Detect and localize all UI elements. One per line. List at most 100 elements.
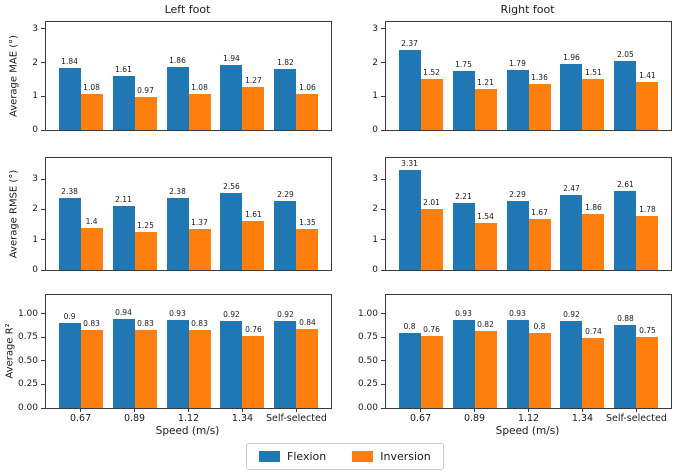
- bar-inversion: [242, 336, 265, 408]
- x-axis-label-right: Speed (m/s): [495, 425, 560, 437]
- x-tick-mark: [80, 408, 82, 412]
- x-tick-label: 1.12: [517, 413, 540, 424]
- bar-inversion: [528, 219, 551, 270]
- bar-flexion: [560, 195, 583, 270]
- x-tick-mark: [474, 408, 476, 412]
- bar-value-label: 2.38: [61, 186, 78, 196]
- y-tick-label: 1.00: [17, 308, 38, 319]
- bar-value-label: 1.27: [245, 76, 262, 86]
- bar-flexion: [58, 323, 81, 408]
- bar-value-label: 1.51: [585, 68, 602, 78]
- y-tick-mark: [41, 178, 45, 180]
- bar-value-label: 1.86: [585, 202, 602, 212]
- bar-flexion: [166, 197, 189, 270]
- bar-value-label: 2.37: [401, 39, 418, 49]
- bar-value-label: 2.61: [617, 180, 634, 189]
- y-tick-mark: [41, 407, 45, 409]
- bar-flexion: [506, 69, 529, 130]
- bar-flexion: [506, 320, 529, 408]
- y-tick-mark: [41, 28, 45, 30]
- y-tick-label: 1: [372, 234, 378, 245]
- bar-inversion: [528, 332, 551, 408]
- x-tick-mark: [188, 408, 189, 412]
- y-tick-mark: [381, 313, 385, 315]
- panel-left-rmse: Average RMSE (°) 0 1 2 3 2.38 2.11 2.38 2.56 2.2…: [9, 157, 332, 275]
- bar-value-label: 1.36: [531, 73, 548, 83]
- bar-inversion: [80, 329, 103, 408]
- bar-inversion: [296, 328, 319, 408]
- bar-value-label: 1.06: [299, 83, 316, 93]
- y-tick-label: 0.00: [357, 403, 378, 413]
- y-tick-mark: [381, 383, 385, 385]
- bar-flexion: [614, 325, 637, 408]
- bar-flexion: [452, 203, 475, 270]
- x-tick-label: 1.34: [231, 413, 254, 424]
- bar-value-label: 0.93: [509, 309, 526, 319]
- bar-value-label: 0.74: [585, 327, 602, 337]
- bar-inversion: [582, 338, 605, 408]
- bar-value-label: 0.9: [63, 312, 76, 322]
- bar-flexion: [112, 206, 135, 270]
- bar-value-label: 2.01: [423, 198, 440, 208]
- panel-left-r2: Average R² 0.00 0.25 0.50 0.75 1.00 0.9 0.94 0.…: [5, 294, 332, 424]
- y-tick-mark: [381, 336, 385, 338]
- x-tick-mark: [134, 408, 136, 412]
- bar-inversion: [636, 337, 659, 408]
- bar-value-label: 0.92: [277, 310, 294, 320]
- bar-value-label: 1.21: [477, 78, 494, 88]
- bar-flexion: [560, 321, 583, 408]
- y-tick-label: 2: [372, 204, 378, 215]
- bar-value-label: 1.35: [299, 218, 316, 228]
- bar-inversion: [582, 79, 605, 130]
- bar-value-label: 0.93: [455, 309, 472, 319]
- bar-value-label: 2.21: [455, 192, 472, 202]
- y-tick-label: 1: [32, 234, 38, 245]
- x-tick-mark: [528, 408, 529, 412]
- bar-value-label: 0.83: [191, 318, 208, 328]
- y-tick-mark: [381, 28, 385, 30]
- bar-value-label: 1.86: [169, 56, 186, 66]
- y-tick-label: 0: [32, 125, 38, 135]
- y-tick-label: 0.75: [357, 332, 378, 343]
- bar-value-label: 0.8: [533, 321, 546, 331]
- bar-flexion: [166, 320, 189, 408]
- bar-value-label: 2.11: [115, 195, 132, 205]
- x-tick-label: 0.89: [463, 413, 486, 424]
- bar-inversion: [636, 82, 659, 130]
- bar-inversion: [134, 232, 157, 270]
- x-tick-label: 0.67: [69, 413, 92, 424]
- bar-flexion: [58, 67, 81, 130]
- y-tick-mark: [41, 336, 45, 338]
- bar-inversion: [80, 227, 103, 270]
- panel-right-r2: 0.00 0.25 0.50 0.75 1.00 0.8 0.93 0.93 0.92 0.88 0…: [358, 294, 672, 424]
- legend-label-inversion: Inversion: [380, 450, 431, 463]
- bar-inversion: [80, 93, 103, 130]
- panel-right-rmse: 0 1 2 3 3.31 2.21 2.29 2.47 2.61 2.01 1.54 1.67 1.86…: [372, 157, 672, 275]
- x-tick-label: Self-selected: [266, 413, 327, 424]
- title-left-foot: Left foot: [164, 3, 211, 16]
- bar-inversion: [134, 97, 157, 130]
- y-tick-label: 2: [32, 57, 38, 68]
- bar-flexion: [398, 50, 421, 130]
- x-tick-mark: [635, 408, 637, 412]
- bar-value-label: 1.96: [563, 52, 580, 62]
- y-tick-label: 3: [32, 174, 38, 185]
- y-tick-mark: [41, 269, 45, 271]
- y-tick-label: 0: [32, 265, 38, 275]
- bar-flexion: [398, 169, 421, 270]
- y-tick-mark: [381, 269, 385, 271]
- bar-value-label: 0.82: [477, 319, 494, 329]
- y-tick-label: 0.25: [17, 379, 38, 390]
- bar-flexion: [220, 321, 243, 408]
- x-tick-mark: [581, 408, 583, 412]
- bar-value-label: 1.4: [85, 216, 98, 226]
- y-tick-label: 3: [372, 174, 378, 185]
- y-tick-mark: [381, 239, 385, 241]
- bar-value-label: 1.52: [423, 67, 440, 77]
- bar-value-label: 0.75: [639, 326, 656, 336]
- bar-value-label: 1.37: [191, 217, 208, 227]
- title-right-foot: Right foot: [500, 3, 555, 16]
- bar-flexion: [112, 319, 135, 408]
- bar-value-label: 0.83: [137, 318, 154, 328]
- y-tick-mark: [41, 95, 45, 97]
